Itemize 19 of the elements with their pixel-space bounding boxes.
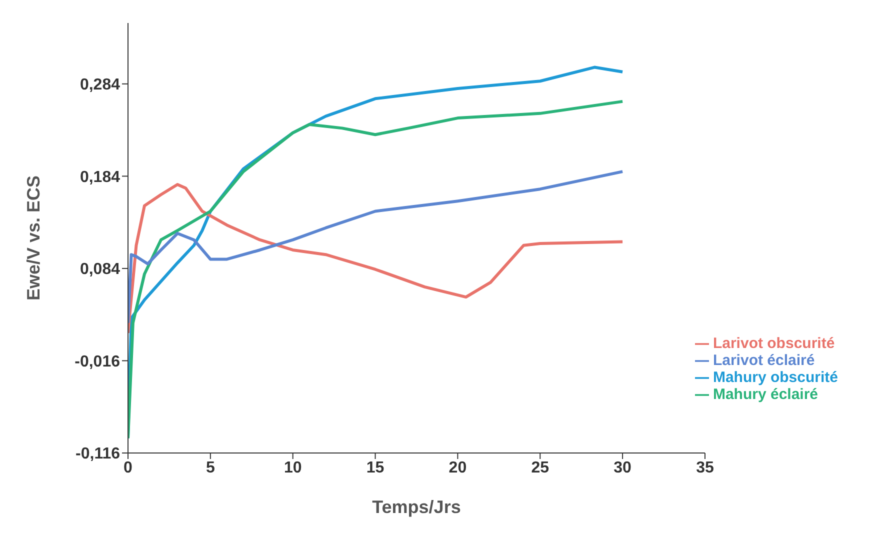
x-tick-label: 20 (448, 459, 467, 476)
x-tick-label: 10 (284, 459, 302, 476)
x-tick-label: 25 (531, 459, 550, 476)
x-axis-title: Temps/Jrs (372, 497, 461, 517)
legend-label: Mahury éclairé (712, 386, 818, 403)
y-tick-label: 0,184 (80, 168, 120, 186)
y-tick-label: -0,016 (74, 353, 120, 370)
y-tick-label: -0,116 (76, 446, 120, 463)
x-tick-label: 35 (696, 459, 714, 476)
y-tick-label: 0,084 (80, 261, 120, 278)
legend-label: Larivot éclairé (712, 352, 815, 369)
y-axis-title: Ewe/V vs. ECS (23, 175, 44, 301)
x-tick-label: 0 (124, 459, 133, 476)
y-tick-label: 0,284 (80, 76, 120, 94)
legend-label: Mahury obscurité (712, 369, 838, 386)
x-tick-label: 5 (206, 459, 215, 476)
x-tick-label: 15 (366, 459, 384, 476)
legend-label: Larivot obscurité (712, 335, 835, 352)
x-tick-label: 30 (614, 459, 632, 476)
